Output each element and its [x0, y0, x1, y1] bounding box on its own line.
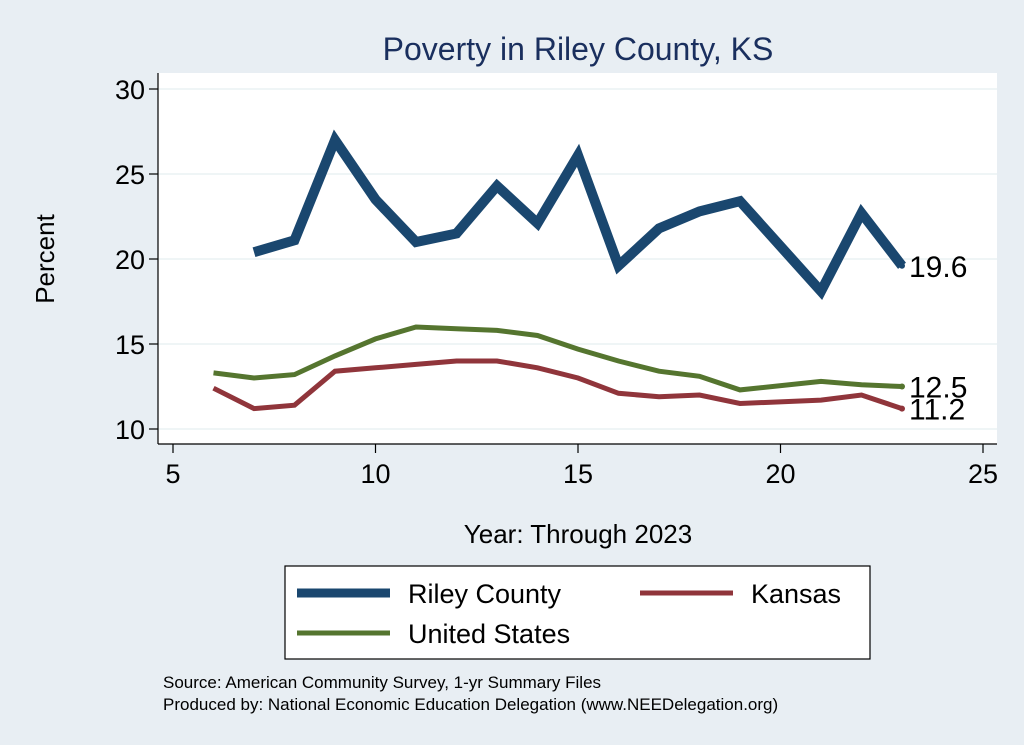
end-label-riley-county: 19.6 [909, 251, 967, 284]
y-tick-label: 25 [115, 160, 145, 190]
series-line-kansas [212, 358, 903, 412]
y-tick-label: 20 [115, 245, 145, 275]
end-label-kansas: 11.2 [909, 394, 965, 427]
legend-label-kansas: Kansas [751, 579, 841, 609]
series-line-united-states [213, 324, 903, 393]
y-tick-label: 10 [115, 415, 145, 445]
x-tick-label: 5 [165, 459, 180, 489]
legend-label-united-states: United States [408, 619, 570, 649]
y-tick-label: 15 [115, 330, 145, 360]
series-endpoint-riley-county [899, 262, 905, 269]
x-tick-label: 25 [968, 459, 998, 489]
end-labels: 19.6 11.212.5 [909, 251, 967, 427]
series-endpoint-united-states [899, 383, 905, 390]
x-tick-label: 15 [563, 459, 593, 489]
series-line-riley-county [252, 129, 906, 301]
gridlines [158, 88, 997, 430]
y-tick-label: 30 [115, 75, 145, 105]
produced-by-note: Produced by: National Economic Education… [163, 695, 778, 714]
series-endpoint-kansas [899, 405, 905, 412]
series-lines [212, 129, 906, 412]
end-label-united-states: 12.5 [909, 372, 967, 405]
x-tick-label: 20 [765, 459, 795, 489]
chart-title: Poverty in Riley County, KS [383, 31, 774, 67]
legend-box [284, 565, 871, 660]
legend-label-riley-county: Riley County [408, 579, 562, 609]
y-axis-title: Percent [30, 213, 60, 303]
x-axis-title: Year: Through 2023 [464, 519, 692, 549]
axes: 10 15 20 25 30 5 10 15 20 25 [115, 73, 998, 489]
x-tick-label: 10 [360, 459, 390, 489]
source-note: Source: American Community Survey, 1-yr … [163, 673, 601, 692]
legend: Riley County Kansas United States [284, 565, 871, 660]
